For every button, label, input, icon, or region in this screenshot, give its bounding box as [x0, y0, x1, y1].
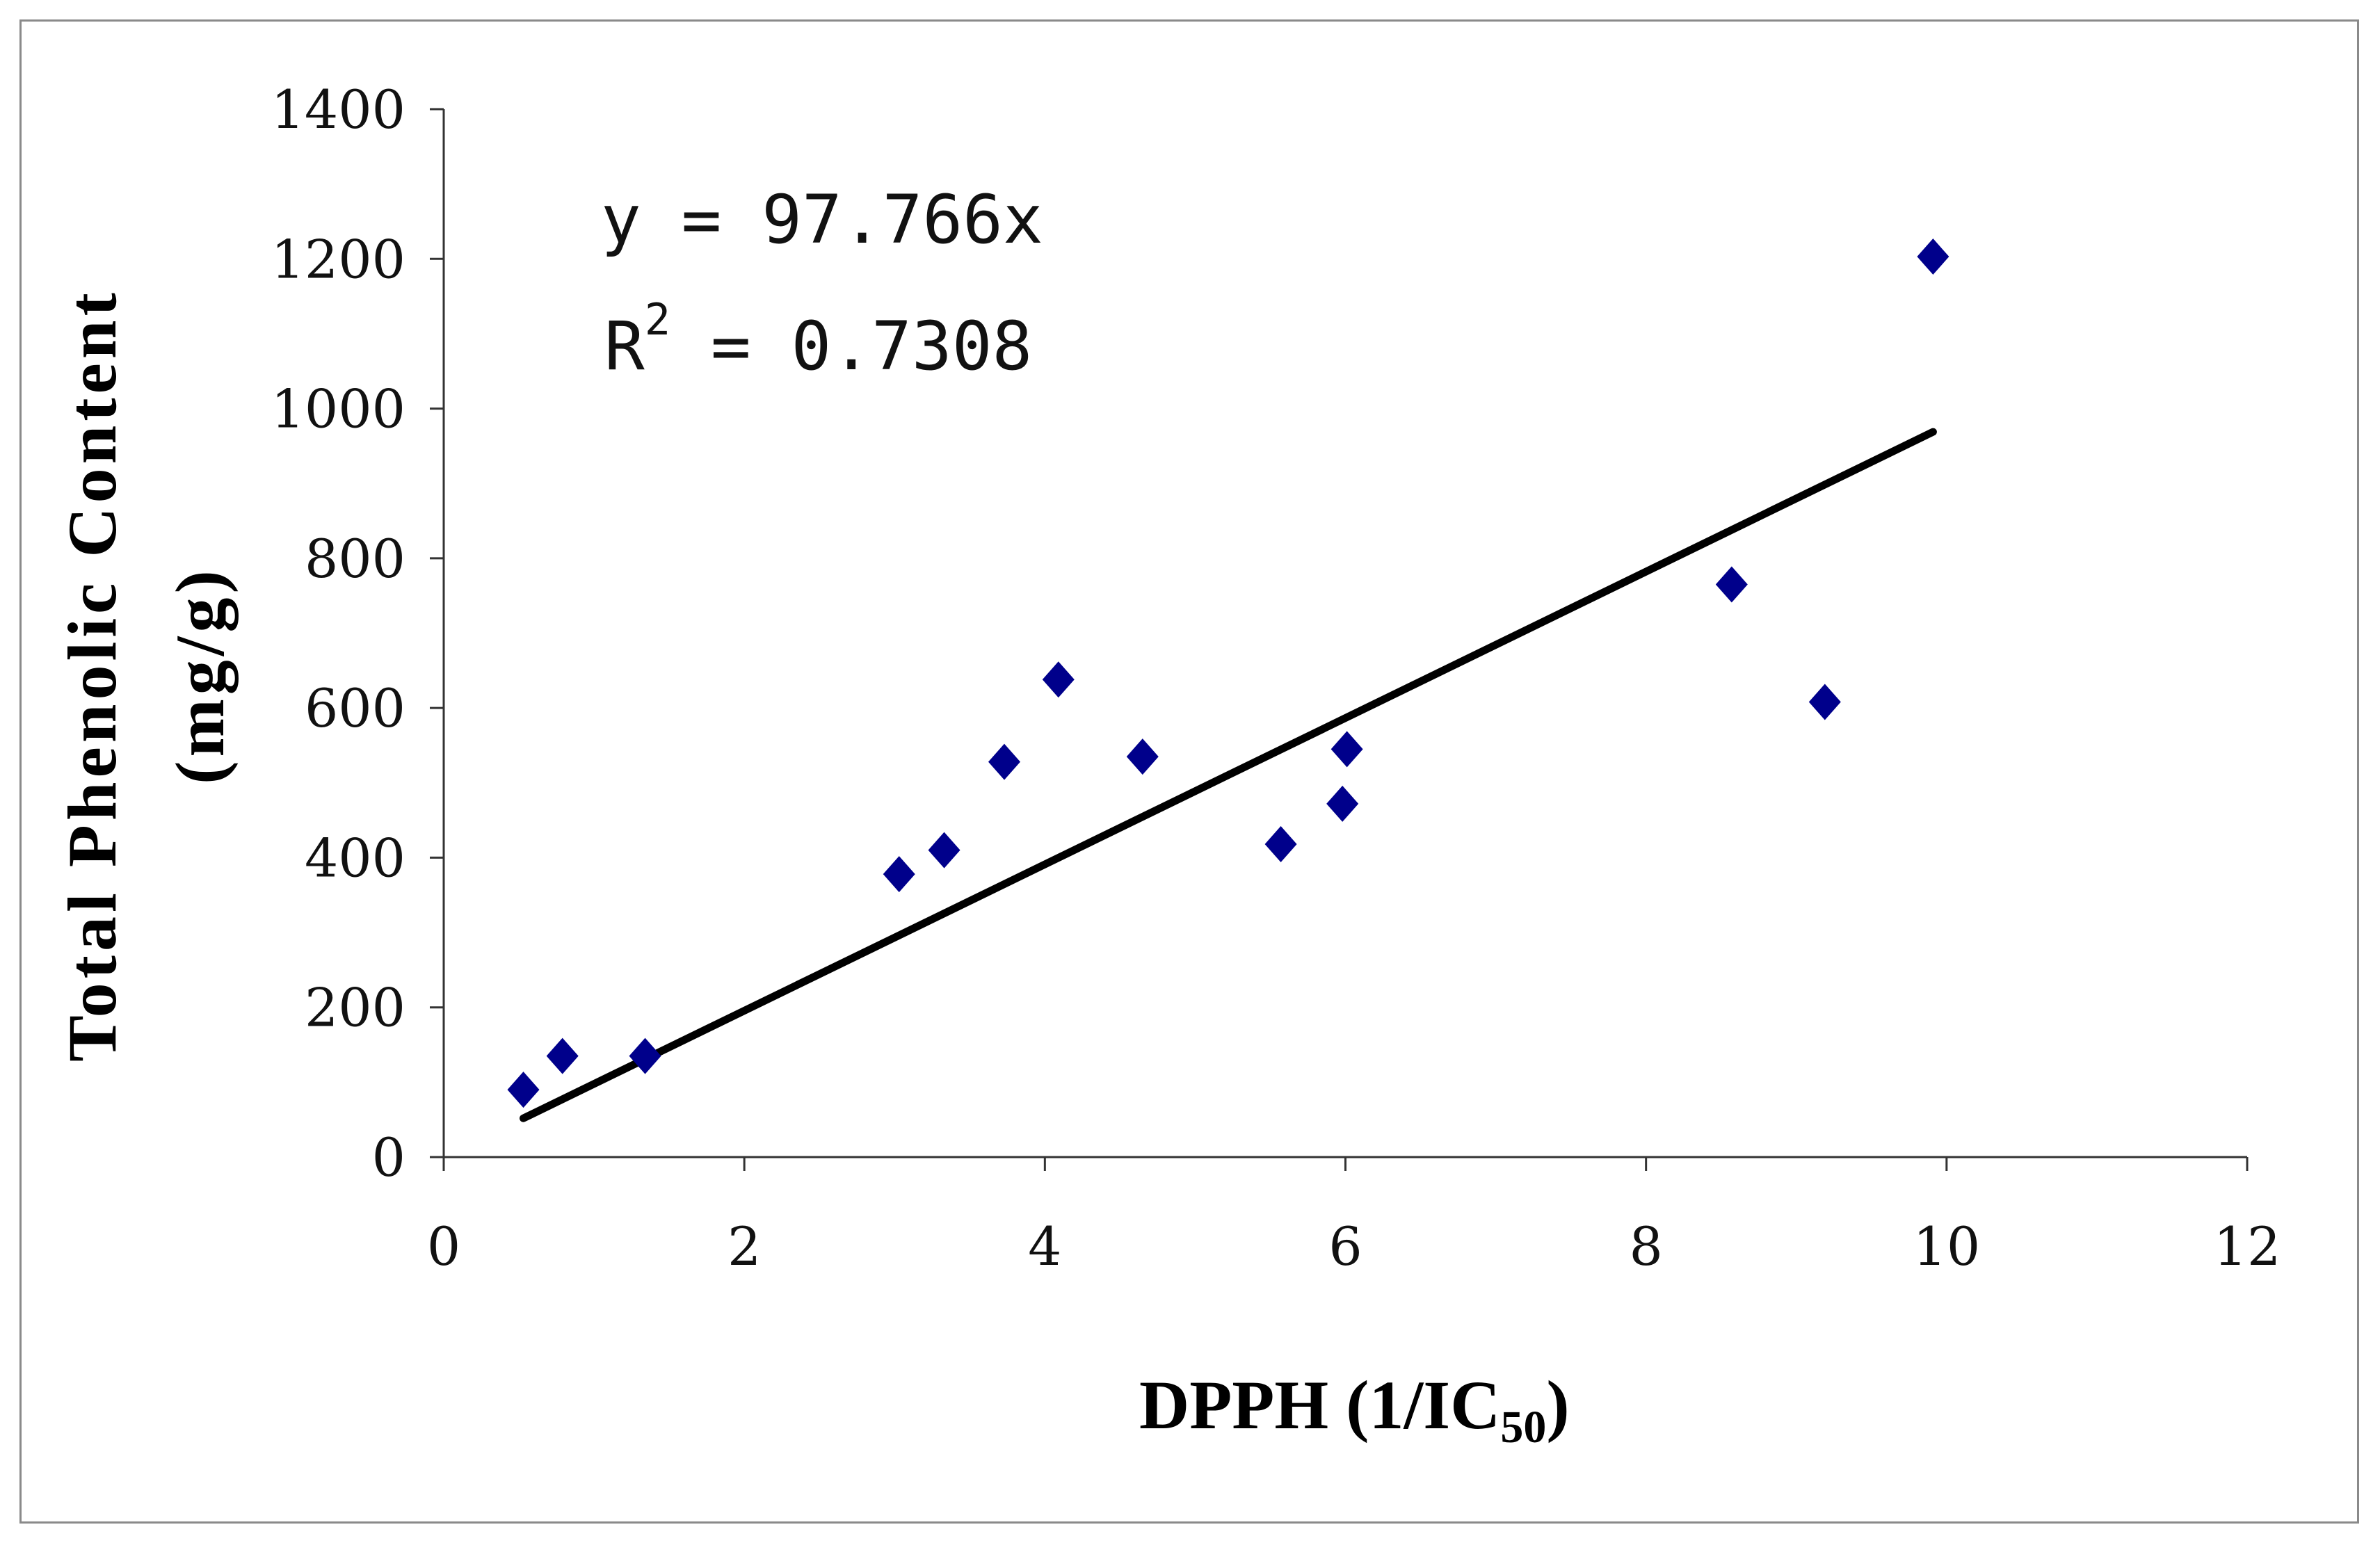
- x-axis-title: DPPH (1/IC50): [1139, 1366, 1570, 1453]
- data-point: [883, 856, 915, 893]
- y-tick-label: 600: [305, 677, 405, 739]
- trend-line: [520, 428, 1937, 1122]
- chart-frame: 0 200 400 600 800 1000 1200 1400 0 2 4 6 8 10 12 y = …: [19, 19, 2359, 1524]
- scatter-chart: 0 200 400 600 800 1000 1200 1400 0 2 4 6 8 10 12 y = …: [54, 79, 2281, 1453]
- y-tick-label: 0: [372, 1126, 405, 1188]
- y-tick-label: 1000: [271, 378, 405, 440]
- x-axis-title-suffix: ): [1546, 1366, 1569, 1444]
- data-point: [1917, 239, 1949, 275]
- y-axis-ticks: 0 200 400 600 800 1000 1200 1400: [271, 79, 444, 1188]
- x-axis-title-subscript: 50: [1500, 1402, 1546, 1453]
- r-squared-superscript: 2: [645, 294, 670, 345]
- r-squared-r: R: [604, 307, 645, 385]
- x-tick-label: 2: [727, 1215, 761, 1277]
- data-point: [988, 743, 1020, 780]
- data-points: [507, 239, 1949, 1108]
- y-tick-label: 400: [305, 827, 405, 889]
- y-axis-title: Total Phenolic Content: [54, 289, 131, 1062]
- x-tick-label: 10: [1913, 1215, 1980, 1277]
- x-tick-label: 0: [427, 1215, 460, 1277]
- y-tick-label: 1200: [271, 228, 405, 290]
- data-point: [629, 1037, 661, 1074]
- data-point: [1042, 661, 1075, 698]
- data-point: [1808, 684, 1841, 720]
- data-point: [1326, 785, 1359, 822]
- data-point: [928, 832, 960, 869]
- trendline-equation: y = 97.766x: [601, 181, 1043, 259]
- x-tick-label: 8: [1629, 1215, 1662, 1277]
- data-point: [1264, 826, 1297, 863]
- x-tick-label: 12: [2214, 1215, 2281, 1277]
- r-squared-label: R2 = 0.7308: [604, 294, 1032, 385]
- x-tick-label: 4: [1028, 1215, 1061, 1277]
- x-axis-ticks: 0 2 4 6 8 10 12: [427, 1157, 2281, 1277]
- data-point: [1126, 738, 1159, 775]
- data-point: [1330, 731, 1363, 768]
- x-axis-title-main: DPPH (1/IC: [1139, 1366, 1500, 1444]
- y-tick-label: 1400: [271, 79, 405, 140]
- data-point: [546, 1037, 579, 1074]
- data-point: [1715, 566, 1748, 603]
- y-tick-label: 200: [305, 977, 405, 1039]
- y-tick-label: 800: [305, 528, 405, 590]
- r-squared-value: = 0.7308: [670, 307, 1032, 385]
- x-tick-label: 6: [1328, 1215, 1362, 1277]
- y-axis-title-units: (mg/g): [161, 566, 239, 784]
- data-point: [507, 1072, 540, 1108]
